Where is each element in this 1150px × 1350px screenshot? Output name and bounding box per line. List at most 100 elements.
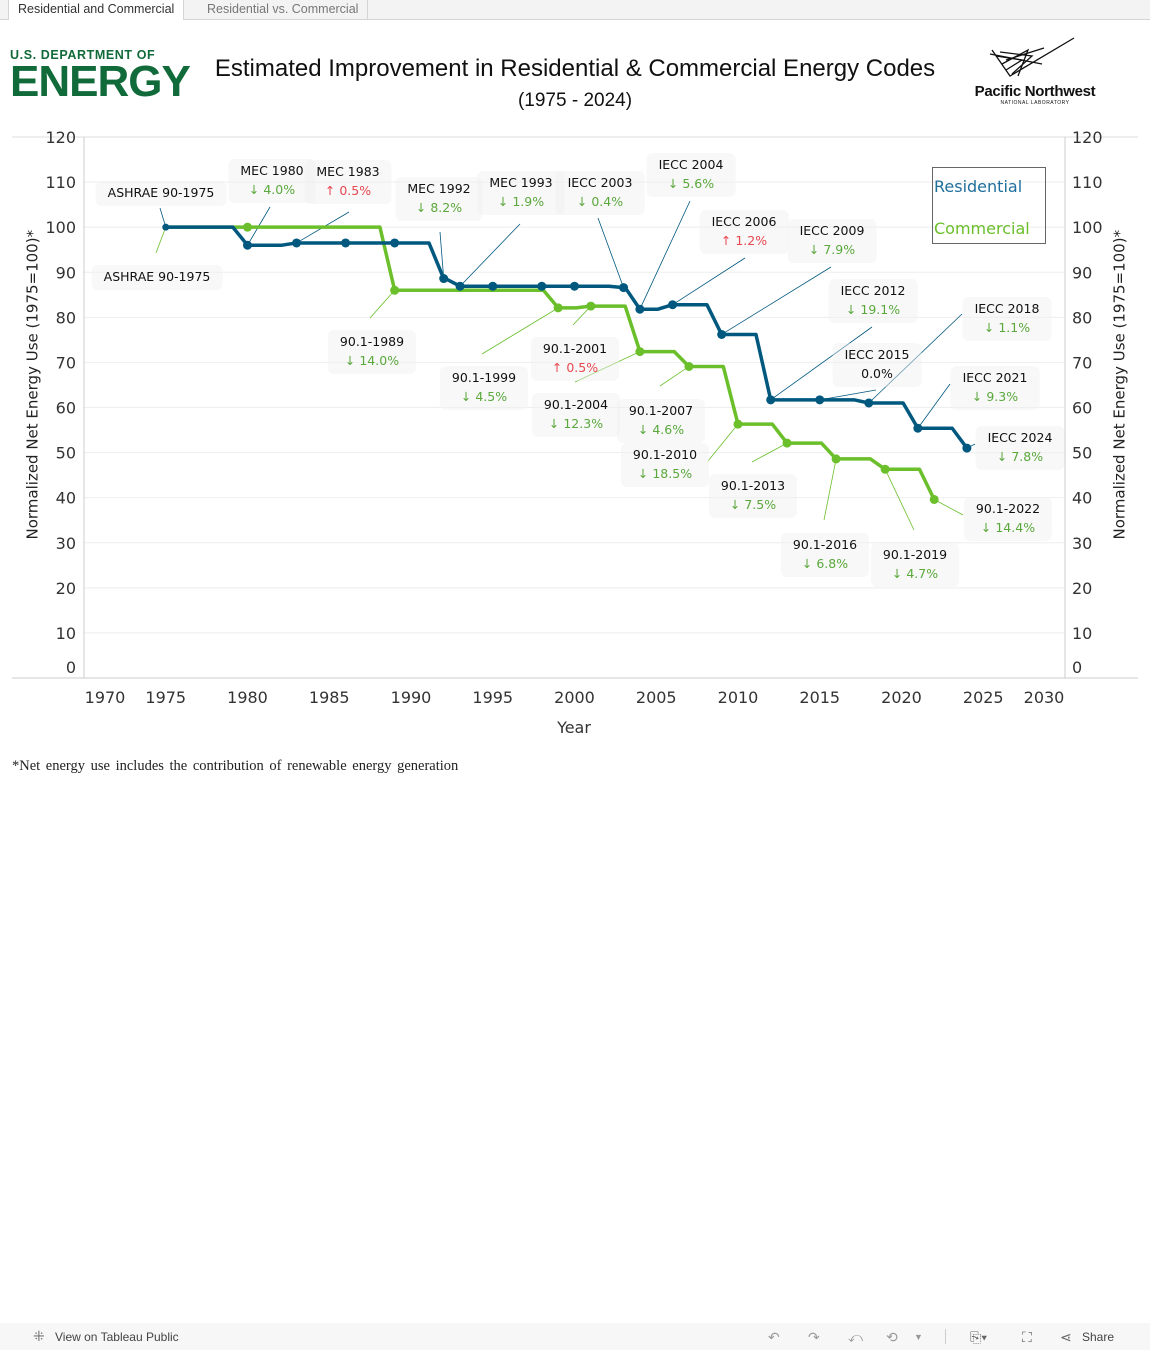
annotation-change-value: 0.5%	[566, 360, 599, 375]
leader-line	[934, 499, 964, 516]
annotation-change: ↓ 7.5%	[721, 495, 785, 514]
annotation-change-value: 19.1%	[860, 302, 901, 317]
annotation-change: ↓ 4.6%	[629, 420, 693, 439]
view-on-tableau-link[interactable]: View on Tableau Public	[55, 1330, 179, 1344]
annotation-code: 90.1-2010	[632, 447, 698, 462]
annotation-code: IECC 2018	[974, 301, 1040, 316]
arrow-down-icon: ↓	[460, 389, 476, 404]
annotation-mec-1983: MEC 1983 ↑ 0.5%	[304, 160, 392, 204]
refresh-icon[interactable]: ⟲	[886, 1329, 898, 1345]
data-point-commercial-2019	[880, 464, 890, 474]
page-title: Estimated Improvement in Residential & C…	[214, 55, 936, 82]
data-point-residential-1975	[162, 223, 170, 231]
annotation-change-value: 4.7%	[906, 566, 939, 581]
chevron-down-icon[interactable]: ▼	[914, 1332, 923, 1342]
legend-commercial[interactable]: Commercial	[934, 219, 1030, 238]
data-point-commercial-2022	[929, 494, 939, 504]
tab-residential-vs-commercial[interactable]: Residential vs. Commercial	[198, 0, 369, 19]
fullscreen-icon[interactable]: ⛶	[1022, 1329, 1032, 1345]
annotation-code: 90.1-2004	[543, 397, 609, 412]
y-tick-label-right: 30	[1072, 534, 1092, 553]
arrow-down-icon: ↓	[801, 556, 817, 571]
data-point-residential-2003	[619, 283, 629, 293]
download-icon[interactable]: ⎘▾	[970, 1329, 988, 1345]
annotation-iecc-2015: IECC 2015 0.0%	[832, 343, 922, 387]
y-tick-label-right: 90	[1072, 263, 1092, 282]
arrow-down-icon: ↓	[548, 416, 564, 431]
annotation-90-1-2016: 90.1-2016 ↓ 6.8%	[780, 533, 870, 577]
doe-logo-small-text: U.S. DEPARTMENT OF	[10, 48, 156, 62]
annotation-90-1-2001: 90.1-2001 ↑ 0.5%	[530, 337, 620, 381]
redo-icon[interactable]: ↷	[808, 1329, 820, 1345]
y-tick-label-right: 100	[1072, 218, 1103, 237]
leader-line	[823, 458, 837, 521]
annotation-change: ↓ 4.0%	[240, 180, 303, 199]
annotation-change: ↓ 6.8%	[793, 554, 857, 573]
annotation-change-value: 12.3%	[563, 416, 604, 431]
y-tick-label-left: 0	[66, 658, 76, 677]
leader-line	[884, 469, 915, 531]
arrow-down-icon: ↓	[808, 242, 824, 257]
y-tick-label-left: 10	[56, 624, 76, 643]
data-point-commercial-1999	[553, 303, 563, 313]
arrow-down-icon: ↓	[980, 520, 996, 535]
leader-line	[917, 383, 951, 429]
data-point-residential-1983	[292, 238, 302, 248]
data-point-residential-2012	[766, 395, 776, 405]
footnote: *Net energy use includes the contributio…	[12, 758, 459, 774]
data-point-residential-1989	[390, 238, 400, 248]
arrow-down-icon: ↓	[891, 566, 907, 581]
annotation-code: ASHRAE 90-1975	[103, 269, 211, 284]
revert-icon[interactable]: ⤺	[848, 1329, 863, 1345]
annotation-change-value: 14.0%	[359, 353, 400, 368]
annotation-code: 90.1-2016	[792, 537, 858, 552]
annotation-code: 90.1-1999	[451, 370, 517, 385]
annotation-change: ↓ 4.7%	[883, 564, 947, 583]
annotation-code: IECC 2003	[567, 175, 633, 190]
annotation-change-value: 9.3%	[986, 389, 1019, 404]
x-tick-label: 2000	[554, 688, 595, 707]
share-icon[interactable]: ⋖	[1060, 1329, 1072, 1345]
arrow-up-icon: ↑	[551, 360, 567, 375]
annotation-code: IECC 2004	[658, 157, 724, 172]
tableau-logo-icon: ⁜	[33, 1328, 45, 1344]
annotation-code: IECC 2012	[840, 283, 906, 298]
data-point-residential-1995	[488, 281, 498, 291]
annotation-change: ↓ 9.3%	[963, 387, 1028, 406]
x-tick-label: 1980	[227, 688, 268, 707]
annotation-90-1-1989: 90.1-1989 ↓ 14.0%	[327, 330, 417, 374]
x-tick-label: 2025	[963, 688, 1004, 707]
leader-line	[770, 326, 873, 401]
annotation-change-value: 0.4%	[591, 194, 624, 209]
share-button[interactable]: Share	[1082, 1330, 1115, 1344]
annotation-change-value: 4.6%	[652, 422, 685, 437]
annotation-change: ↑ 0.5%	[316, 181, 379, 200]
annotation-change-value: 7.8%	[1011, 449, 1044, 464]
annotation-change: ↓ 4.5%	[452, 387, 516, 406]
leader-line	[672, 257, 746, 306]
leader-line	[155, 227, 167, 254]
x-tick-label: 2030	[1024, 688, 1065, 707]
x-tick-label: 2015	[799, 688, 840, 707]
annotation-iecc-2003: IECC 2003 ↓ 0.4%	[555, 171, 645, 215]
legend-residential[interactable]: Residential	[934, 177, 1023, 196]
annotation-change: ↓ 14.0%	[340, 351, 404, 370]
series-line-commercial	[165, 225, 936, 501]
tab-residential-and-commercial[interactable]: Residential and Commercial	[8, 0, 185, 20]
annotation-change-value: 6.8%	[816, 556, 849, 571]
pnnl-logo-name: Pacific Northwest	[974, 83, 1096, 100]
x-tick-label: 1995	[472, 688, 513, 707]
data-point-commercial-1980	[243, 222, 252, 232]
leader-line	[597, 217, 624, 288]
undo-icon[interactable]: ↶	[768, 1329, 780, 1345]
annotation-change-value: 5.6%	[682, 176, 715, 191]
y-tick-label-right: 70	[1072, 353, 1092, 372]
pnnl-logo-mark-icon	[989, 37, 1075, 77]
y-tick-label-right: 50	[1072, 444, 1092, 463]
y-tick-label-right: 80	[1072, 308, 1092, 327]
tab-bar: Residential and Commercial Residential v…	[0, 0, 1150, 20]
data-point-residential-2021	[913, 423, 923, 433]
annotation-mec-1980: MEC 1980 ↓ 4.0%	[228, 159, 316, 203]
y-tick-label-left: 30	[56, 534, 76, 553]
data-point-residential-2000	[570, 281, 579, 291]
